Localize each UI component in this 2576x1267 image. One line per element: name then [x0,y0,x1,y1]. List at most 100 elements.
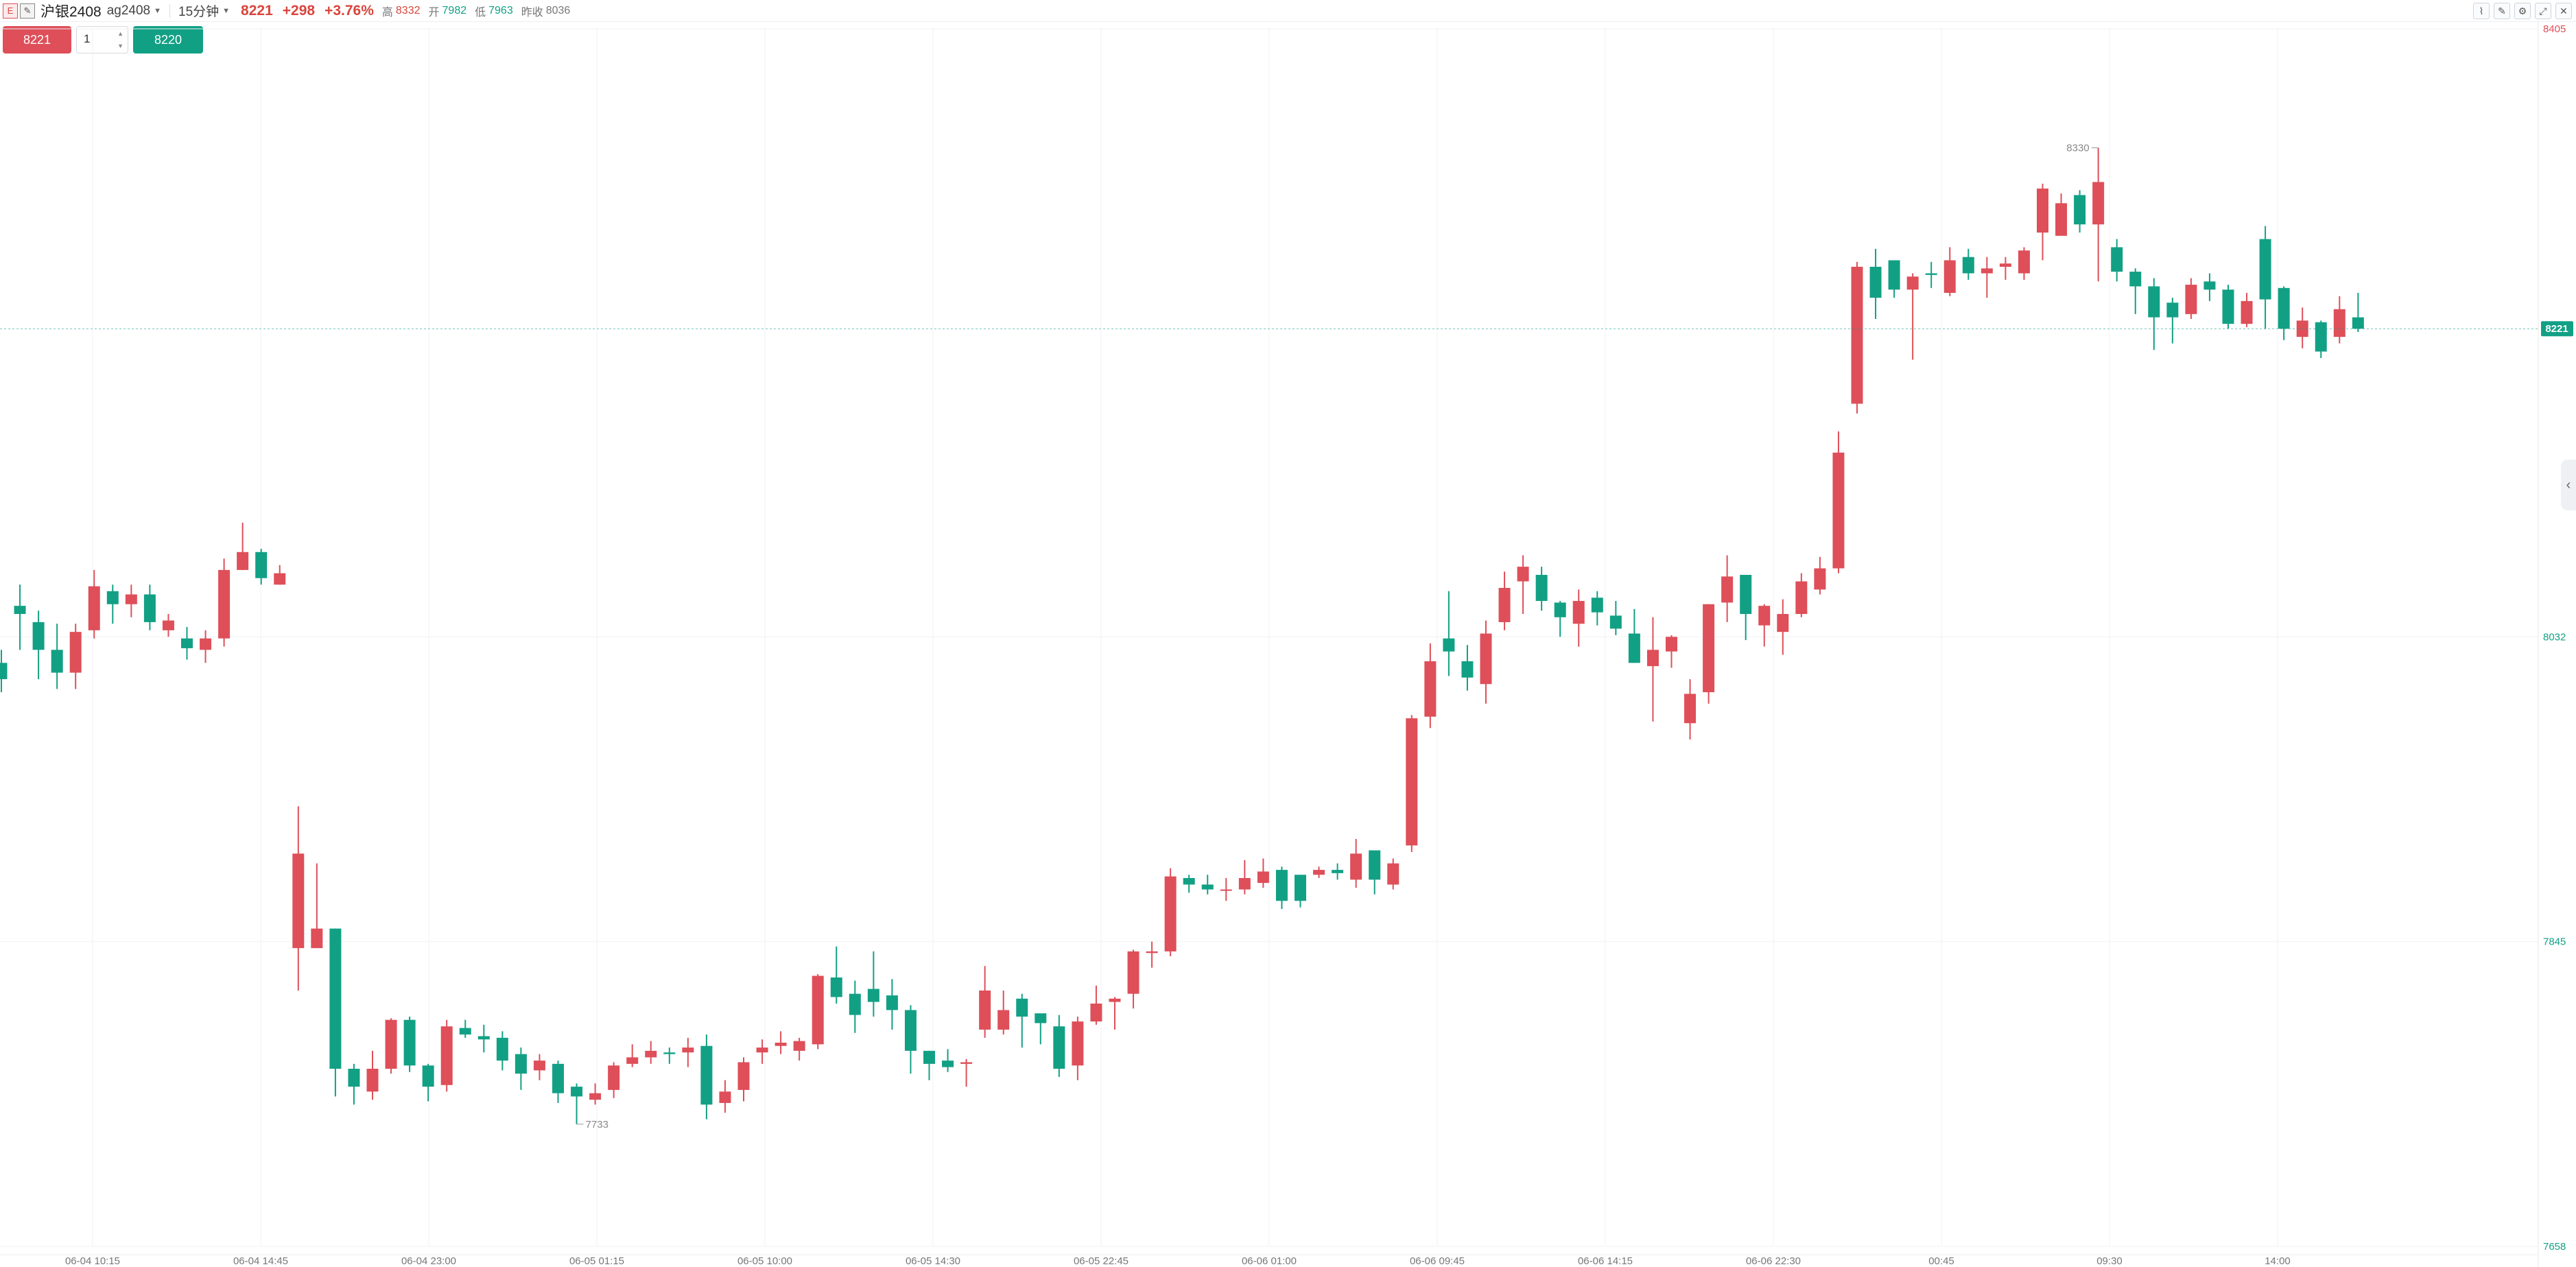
candle-body [1777,614,1789,632]
candle-body [2259,239,2271,300]
candle [162,614,174,637]
candle [1906,273,1919,360]
candle-body [385,1019,397,1069]
fullscreen-icon[interactable]: ⤢ [2535,3,2551,19]
symbol-code[interactable]: ag2408 [106,3,151,18]
quantity-input[interactable] [77,27,115,51]
candles [0,147,2364,1124]
candle [1275,866,1288,910]
candle [200,630,212,663]
increment-icon[interactable]: ▲ [117,30,123,37]
edit-icon[interactable]: ✎ [20,3,35,19]
candle-body [32,621,45,650]
candle [2148,278,2160,351]
candle [1609,601,1622,635]
candle-body [218,569,231,639]
candle-body [440,1026,453,1085]
candle-body [1721,576,1734,603]
candle [2315,320,2327,358]
low-annotation: 7733 [586,1119,608,1130]
candle-body [1962,257,1974,274]
candle-body [1740,575,1752,615]
decrement-icon[interactable]: ▼ [117,43,123,49]
candle-body [143,594,156,622]
candle-body [1295,875,1306,901]
candle-body [1369,850,1381,880]
candle-body [1888,260,1900,290]
candle [292,806,305,991]
symbol-name[interactable]: 沪银2408 [40,3,102,20]
candle-body [571,1087,583,1097]
candle [626,1044,639,1067]
close-icon[interactable]: ✕ [2555,3,2572,19]
candle [1016,993,1028,1048]
candle [1220,877,1232,901]
candle-body [997,1010,1010,1030]
sell-button[interactable]: 8221 [3,26,71,54]
exchange-logo-icon: E [3,3,18,19]
candle [143,584,156,630]
candle [942,1049,954,1072]
x-tick-label: 06-05 14:30 [906,1255,960,1267]
candle-body [1666,637,1677,652]
candle [775,1031,787,1054]
period-selector[interactable]: 15分钟 [178,5,220,19]
candle-body [1684,694,1697,724]
candle-body [403,1019,416,1066]
candle-body [626,1057,639,1064]
candle-body [719,1091,731,1103]
candle [867,951,879,1017]
x-tick-label: 06-05 01:15 [569,1255,624,1267]
candle-body [775,1042,787,1046]
buy-button[interactable]: 8220 [133,26,203,54]
candle-body [106,591,119,604]
candle [1369,850,1381,895]
candle-body [348,1068,360,1087]
candle-body [533,1061,545,1071]
candle [2037,183,2048,261]
price-axis: 8405 8032 7845 7658 [2543,23,2566,1253]
candle [1109,997,1121,1030]
candle-body [1554,602,1566,617]
chart-type-icon[interactable]: ⌇ [2473,3,2490,19]
candle-body [849,993,861,1015]
candle-body [311,928,323,949]
quantity-stepper[interactable]: ▲ ▼ [76,26,128,54]
last-price: 8221 [241,2,273,19]
candle [1721,555,1734,622]
high-value: 8332 [395,4,421,16]
x-tick-label: 06-05 10:00 [737,1255,792,1267]
candle-body [515,1054,527,1074]
candle [997,990,1010,1035]
candle [645,1041,657,1064]
candle [366,1050,379,1100]
x-tick-label: 06-06 09:45 [1410,1255,1465,1267]
candle [1666,635,1677,668]
candle-body [2074,195,2086,225]
side-panel-toggle[interactable]: ‹ [2561,460,2576,510]
candle [403,1016,416,1072]
candle [1424,643,1437,729]
candle [1943,247,1956,296]
indicator-icon[interactable]: ⚙ [2514,3,2531,19]
draw-icon[interactable]: ✎ [2494,3,2510,19]
symbol-dropdown-icon[interactable]: ▼ [154,6,162,15]
candle [88,569,100,639]
candle [2259,226,2271,329]
candle [923,1050,935,1080]
high-annotation: 8330 [2066,142,2089,154]
candle-body [329,928,342,1069]
candle-body [1906,276,1919,290]
period-dropdown-icon[interactable]: ▼ [222,6,231,15]
chart-grid [0,21,2539,1267]
candle [1238,860,1251,895]
low-label: 低 [475,6,486,19]
candle-body [1517,567,1529,582]
candle-body [2092,182,2105,225]
candle-body [1275,870,1288,901]
candle-body [2166,303,2179,318]
candle-body [1332,870,1344,873]
candle-body [125,594,137,604]
candle-body [2278,287,2290,329]
